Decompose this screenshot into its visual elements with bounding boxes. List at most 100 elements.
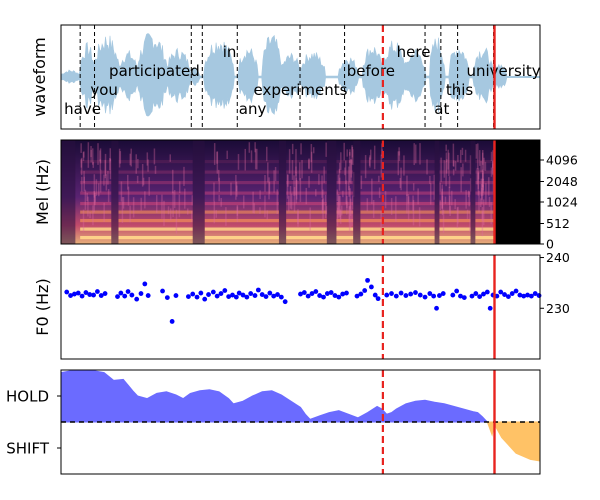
mel-texture <box>252 191 254 214</box>
word-label: have <box>64 100 101 118</box>
mel-texture <box>351 146 354 158</box>
f0-point <box>259 292 265 297</box>
mel-harmonic-band <box>360 181 435 185</box>
word-label: this <box>446 81 474 99</box>
mel-texture <box>349 198 352 216</box>
f0-point <box>169 319 175 324</box>
time-markers <box>381 255 496 359</box>
mel-harmonic-band <box>336 160 354 164</box>
f0-point <box>375 296 381 302</box>
mel-texture <box>399 177 402 189</box>
mel-harmonic-band <box>336 236 354 240</box>
mel-texture <box>147 159 149 172</box>
mel-texture <box>295 166 297 177</box>
mel-harmonic-band <box>336 210 354 214</box>
mel-texture <box>312 147 315 154</box>
mel-texture <box>457 206 459 224</box>
mel-texture <box>109 158 111 171</box>
mel-texture <box>476 168 478 185</box>
mel-harmonic-band <box>360 210 435 214</box>
mel-texture <box>92 161 95 168</box>
word-label: before <box>347 62 395 80</box>
mel-texture <box>236 206 239 216</box>
f0-point <box>408 291 414 297</box>
mel-texture <box>104 159 106 179</box>
f0-point <box>83 290 89 295</box>
mel-texture <box>459 149 462 163</box>
mel-texture <box>184 188 186 209</box>
f0-point <box>532 291 538 296</box>
mel-texture <box>403 155 405 176</box>
mel-harmonic-band <box>286 170 327 174</box>
mel-texture <box>80 159 83 168</box>
f0-point <box>525 292 530 298</box>
mel-harmonic-band <box>80 202 112 206</box>
mel-texture <box>492 161 494 175</box>
mel-harmonic-band <box>360 202 435 206</box>
mel-texture <box>340 205 343 216</box>
mel-texture <box>82 152 85 162</box>
word-label: experiments <box>254 81 348 99</box>
mel-harmonic-band <box>475 181 495 185</box>
f0-point <box>344 290 349 296</box>
mel-texture <box>454 199 456 210</box>
mel-texture <box>236 205 239 223</box>
mel-texture <box>109 148 112 162</box>
mel-texture <box>326 206 328 215</box>
mel-texture <box>395 196 397 222</box>
mel-harmonic-band <box>80 210 112 214</box>
f0-point <box>230 292 235 298</box>
mel-texture <box>87 142 90 168</box>
mel-texture <box>308 159 310 169</box>
mel-texture <box>293 187 296 212</box>
mel-texture <box>350 159 352 184</box>
mel-texture <box>478 190 480 213</box>
mel-texture <box>380 154 383 178</box>
mel-texture <box>268 181 271 194</box>
f0-frame <box>60 254 541 360</box>
turn-yaxis: HOLD SHIFT <box>6 388 61 458</box>
mel-harmonic-band <box>80 181 112 185</box>
f0-point <box>244 294 250 300</box>
time-markers <box>381 370 496 474</box>
f0-point <box>218 291 224 296</box>
f0-point <box>226 294 232 299</box>
f0-point <box>389 291 394 296</box>
waveform-ylabel: waveform <box>30 37 49 117</box>
mel-texture <box>148 177 150 196</box>
mel-texture <box>129 205 131 223</box>
mel-texture <box>132 197 135 218</box>
f0-point <box>528 293 534 299</box>
mel-texture <box>461 147 464 155</box>
mel-texture <box>454 160 457 171</box>
mel-texture <box>490 202 492 225</box>
mel-texture <box>90 145 92 158</box>
mel-texture <box>253 203 256 214</box>
mel-texture <box>488 196 491 207</box>
mel-texture <box>406 175 408 196</box>
mel-texture <box>83 176 85 192</box>
f0-point <box>332 293 338 298</box>
mel-texture <box>442 209 445 233</box>
mel-texture <box>366 198 369 212</box>
f0-point <box>403 293 409 298</box>
mel-texture <box>488 177 490 196</box>
f0-point <box>222 288 228 293</box>
mel-texture <box>481 152 484 173</box>
mel-texture <box>448 176 451 189</box>
mel-texture <box>482 185 484 193</box>
mel-harmonic-band <box>204 227 279 231</box>
mel-texture <box>337 174 340 184</box>
mel-texture <box>154 165 157 174</box>
time-markers <box>381 25 496 129</box>
mel-harmonic-band <box>118 219 193 223</box>
f0-point <box>365 277 370 283</box>
mel-texture <box>291 143 294 155</box>
mel-texture <box>348 166 350 191</box>
mel-texture <box>213 201 216 224</box>
mel-texture <box>345 160 347 184</box>
mel-texture <box>287 174 289 187</box>
mel-harmonic-band <box>336 191 354 195</box>
mel-texture <box>380 210 382 231</box>
mel-texture <box>492 150 494 168</box>
